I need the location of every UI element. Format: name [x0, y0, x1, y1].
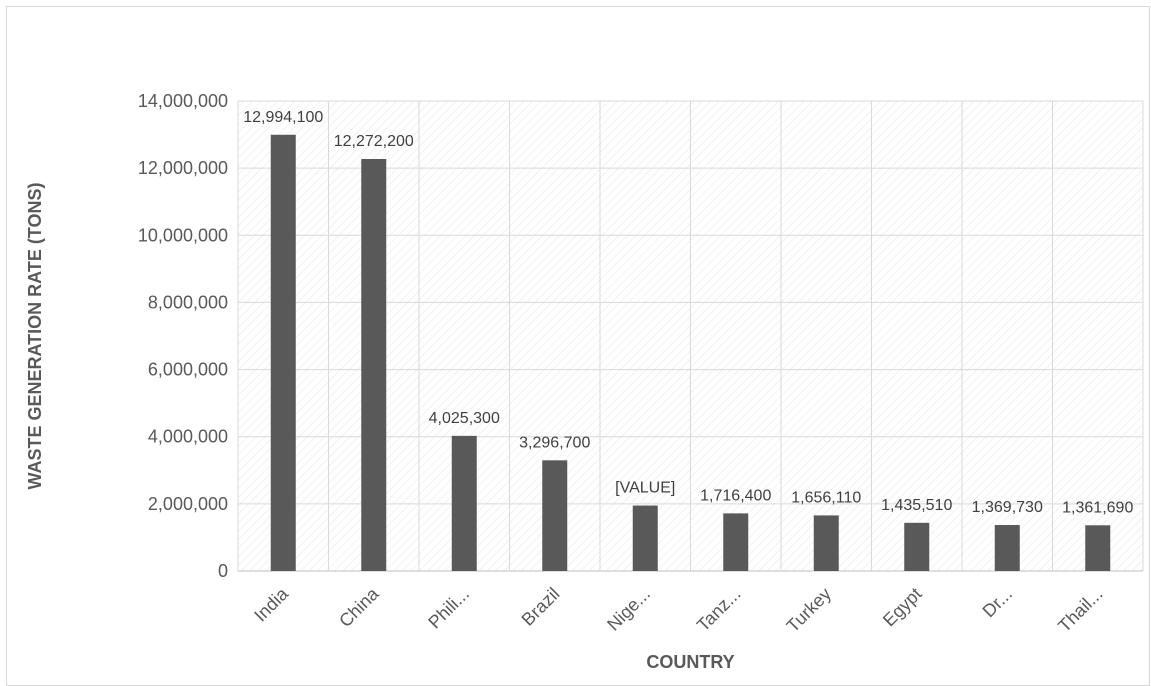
y-tick-label: 4,000,000: [148, 427, 228, 447]
y-tick-label: 10,000,000: [138, 225, 228, 245]
data-label: 12,994,100: [243, 109, 323, 126]
data-label: 3,296,700: [519, 434, 590, 451]
y-axis-ticks: 0 2,000,000 4,000,000 6,000,000 8,000,000 10,…: [138, 91, 228, 581]
x-tick-label: India: [250, 583, 292, 625]
data-label: 12,272,200: [334, 133, 414, 150]
gridlines: [237, 100, 1144, 572]
y-tick-label: 8,000,000: [148, 292, 228, 312]
x-tick-label: China: [335, 583, 383, 631]
x-tick-label: Phili...: [424, 584, 473, 633]
x-tick-label: Thail...: [1054, 584, 1106, 636]
y-tick-label: 12,000,000: [138, 158, 228, 178]
x-tick-label: Brazil: [518, 584, 564, 630]
data-label: 4,025,300: [429, 410, 500, 427]
x-tick-label: Nige...: [603, 584, 654, 635]
x-tick-label: Egypt: [879, 584, 926, 631]
y-tick-label: 0: [218, 561, 228, 581]
y-tick-label: 6,000,000: [148, 360, 228, 380]
data-label: 1,361,690: [1062, 499, 1133, 516]
y-tick-label: 14,000,000: [138, 91, 228, 111]
bar: [451, 435, 477, 571]
bar: [994, 525, 1020, 571]
bar: [270, 134, 296, 571]
data-labels: 12,994,100 12,272,200 4,025,300 3,296,700 [V…: [243, 109, 1133, 517]
x-axis-ticks: India China Phili... Brazil Nige... Tanz... Tu…: [250, 583, 1106, 636]
y-tick-label: 2,000,000: [148, 494, 228, 514]
x-tick-label: Dr...: [979, 584, 1016, 621]
bar-chart: 0 2,000,000 4,000,000 6,000,000 8,000,000 10,…: [25, 91, 1144, 672]
bar: [632, 505, 658, 571]
bar: [361, 159, 387, 572]
chart-frame: 0 2,000,000 4,000,000 6,000,000 8,000,000 10,…: [6, 6, 1150, 686]
bar: [813, 515, 839, 571]
x-axis-title: COUNTRY: [646, 652, 734, 672]
bar: [723, 513, 749, 571]
data-label: 1,716,400: [700, 487, 771, 504]
data-label: 1,435,510: [881, 497, 952, 514]
bars: [270, 134, 1111, 572]
bar: [1085, 525, 1111, 571]
data-label: [VALUE]: [615, 480, 675, 497]
bar: [542, 460, 568, 571]
data-label: 1,656,110: [791, 489, 861, 506]
y-axis-title: WASTE GENERATION RATE (TONS): [25, 182, 45, 489]
bar: [904, 522, 930, 571]
data-label: 1,369,730: [972, 499, 1043, 516]
x-tick-label: Turkey: [783, 584, 836, 637]
x-tick-label: Tanz...: [693, 584, 745, 636]
